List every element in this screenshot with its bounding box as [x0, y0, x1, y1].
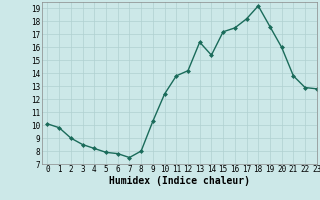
X-axis label: Humidex (Indice chaleur): Humidex (Indice chaleur)	[109, 176, 250, 186]
